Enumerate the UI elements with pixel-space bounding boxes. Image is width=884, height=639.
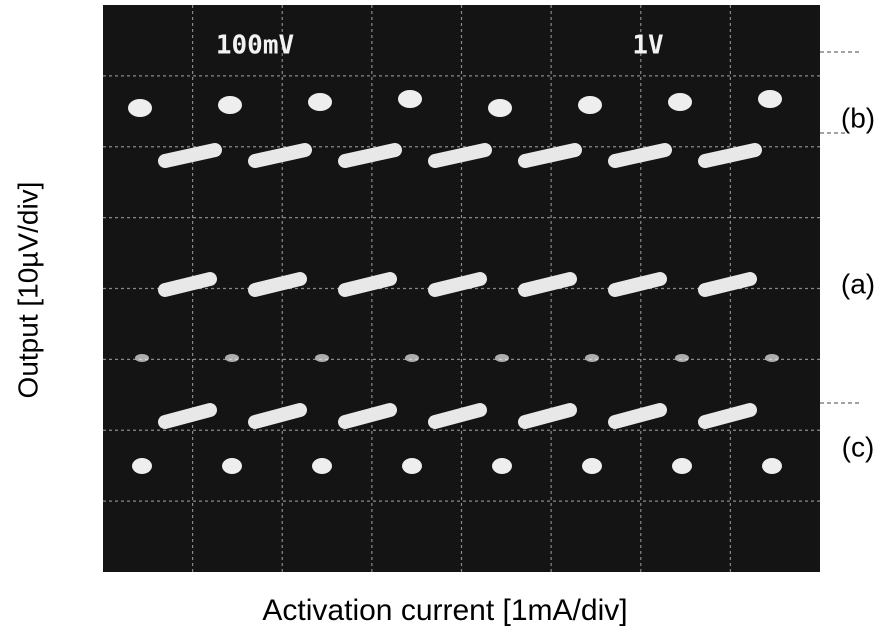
trace-dot <box>225 354 239 362</box>
trace-dot <box>405 354 419 362</box>
trace-dot <box>315 354 329 362</box>
trace-segment <box>698 143 762 168</box>
trace-segment <box>608 403 667 429</box>
scope-label: 100mV <box>216 31 294 61</box>
y-axis-label: Output [10µV/div] <box>12 182 43 399</box>
trace-dot <box>308 93 332 111</box>
trace-segment <box>608 272 667 297</box>
trace-label: (b) <box>841 102 875 133</box>
trace-segment <box>248 143 312 168</box>
trace-segment <box>248 403 307 429</box>
trace-dot <box>675 354 689 362</box>
trace-segment <box>338 403 397 429</box>
trace-segment <box>158 403 217 429</box>
x-axis-label: Activation current [1mA/div] <box>262 594 627 627</box>
trace-segment <box>158 143 222 168</box>
trace-dot <box>218 96 242 114</box>
trace-dot <box>398 90 422 108</box>
trace-dot <box>582 458 602 474</box>
trace-dot <box>488 99 512 117</box>
trace-dot <box>585 354 599 362</box>
trace-segment <box>428 403 487 429</box>
scope-label: 1V <box>632 31 663 61</box>
trace-dot <box>762 458 782 474</box>
trace-dot <box>402 458 422 474</box>
trace-segment <box>338 272 397 297</box>
trace-dot <box>492 458 512 474</box>
trace-dot <box>765 354 779 362</box>
trace-segment <box>428 272 487 297</box>
trace-segment <box>518 143 582 168</box>
trace-dot <box>135 354 149 362</box>
trace-segment <box>608 143 672 168</box>
trace-segment <box>518 403 577 429</box>
trace-dot <box>132 458 152 474</box>
trace-dot <box>672 458 692 474</box>
trace-segment <box>698 272 757 297</box>
trace-segment <box>698 403 757 429</box>
trace-dot <box>222 458 242 474</box>
trace-dot <box>495 354 509 362</box>
trace-dot <box>578 96 602 114</box>
trace-dot <box>668 93 692 111</box>
trace-dot <box>128 99 152 117</box>
scope-traces <box>103 5 820 572</box>
trace-dot <box>758 90 782 108</box>
trace-segment <box>158 272 217 297</box>
trace-segment <box>428 143 492 168</box>
trace-label: (c) <box>842 431 875 462</box>
trace-segment <box>338 143 402 168</box>
trace-dot <box>312 458 332 474</box>
trace-segment <box>518 272 577 297</box>
trace-label: (a) <box>841 268 875 299</box>
trace-segment <box>248 272 307 297</box>
